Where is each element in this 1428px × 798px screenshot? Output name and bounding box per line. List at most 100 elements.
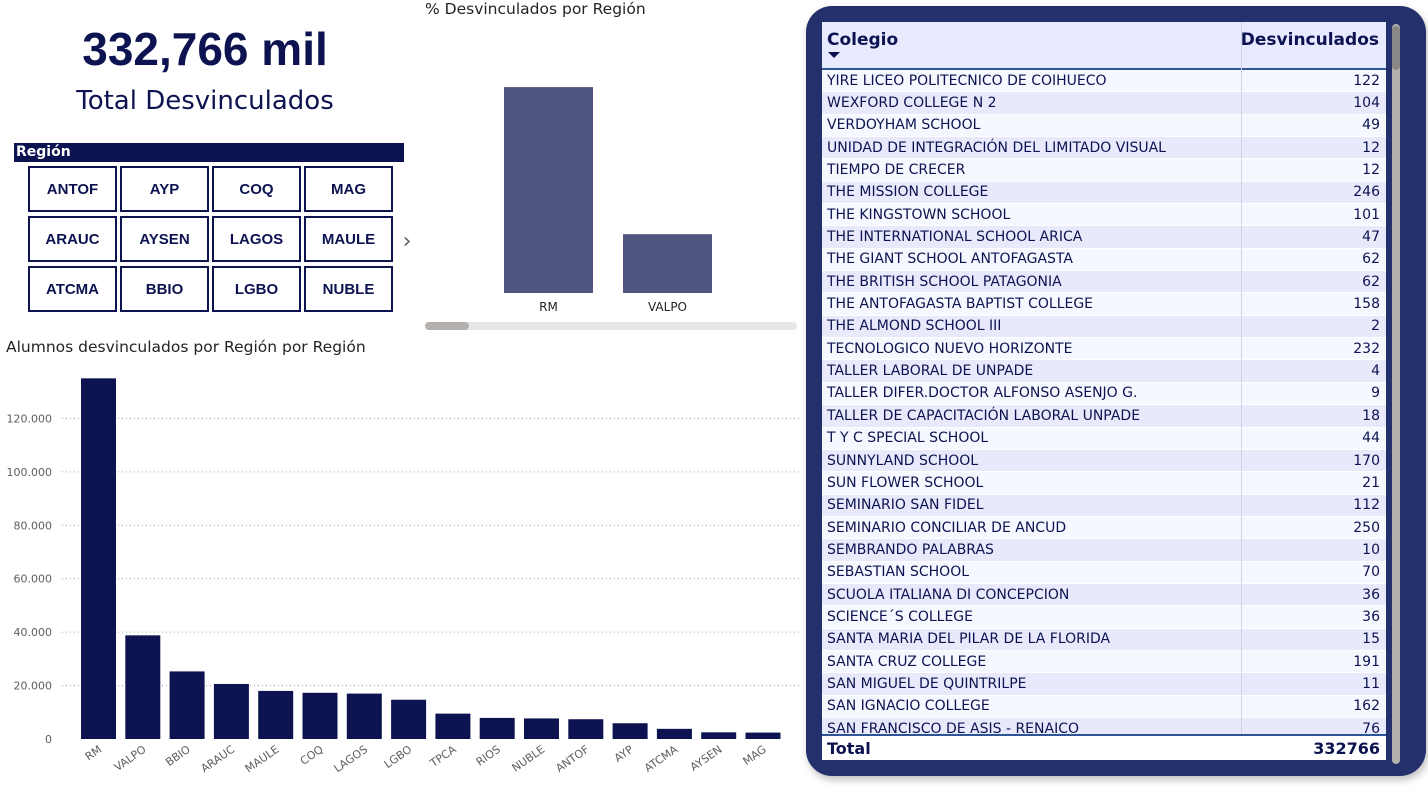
bar-coq[interactable] [302,692,338,739]
table-row[interactable]: YIRE LICEO POLITECNICO DE COIHUECO 122 [822,70,1386,93]
table-row[interactable]: THE MISSION COLLEGE 246 [822,181,1386,205]
bar-lgbo[interactable] [391,699,427,739]
slicer-button-bbio[interactable]: BBIO [120,266,209,312]
cell-colegio: TALLER LABORAL DE UNPADE [827,363,1034,380]
slicer-button-antof[interactable]: ANTOF [28,166,117,212]
table-row[interactable]: SEBASTIAN SCHOOL 70 [822,562,1386,584]
total-label: Total [827,739,871,758]
slicer-button-ayp[interactable]: AYP [120,166,209,212]
slicer-button-maule[interactable]: MAULE [304,216,393,262]
table-row[interactable]: UNIDAD DE INTEGRACIÓN DEL LIMITADO VISUA… [822,137,1386,160]
slicer-button-nuble[interactable]: NUBLE [304,266,393,312]
bar-antof[interactable] [568,719,604,739]
x-tick-label: COQ [298,743,326,768]
table-row[interactable]: TECNOLOGICO NUEVO HORIZONTE 232 [822,338,1386,361]
region-bar-chart: 0 20.000 40.000 60.000 80.000 100.000 120.000 R… [7,378,800,776]
table-body: YIRE LICEO POLITECNICO DE COIHUECO 122 WEX… [822,70,1386,741]
cell-desvinculados: 162 [1353,698,1380,715]
table-row[interactable]: TALLER DE CAPACITACIÓN LABORAL UNPADE 18 [822,405,1386,428]
table-row[interactable]: THE ANTOFAGASTA BAPTIST COLLEGE 158 [822,293,1386,316]
bar-rm[interactable] [81,378,116,739]
table-row[interactable]: SAN MIGUEL DE QUINTRILPE 11 [822,673,1386,696]
table-row[interactable]: THE ALMOND SCHOOL III 2 [822,315,1386,339]
cell-colegio: THE KINGSTOWN SCHOOL [827,206,1011,223]
cell-colegio: YIRE LICEO POLITECNICO DE COIHUECO [827,72,1107,89]
x-tick-label: MAG [740,743,768,768]
slicer-button-atcma[interactable]: ATCMA [28,266,117,312]
pct-chart-title: % Desvinculados por Región [425,0,646,18]
cell-colegio: T Y C SPECIAL SCHOOL [827,430,989,447]
pct-bar-valpo[interactable] [623,234,712,293]
bar-valpo[interactable] [125,635,161,739]
cell-colegio: VERDOYHAM SCHOOL [827,117,981,134]
table-row[interactable]: SEMINARIO CONCILIAR DE ANCUD 250 [822,517,1386,540]
bar-tpca[interactable] [435,713,471,739]
cell-desvinculados: 76 [1362,720,1380,737]
table-row[interactable]: SEMBRANDO PALABRAS 10 [822,539,1386,562]
slicer-button-coq[interactable]: COQ [212,166,301,212]
school-table: Colegio Desvinculados YIRE LICEO POLITEC… [822,22,1386,760]
bar-ayp[interactable] [612,723,648,739]
table-row[interactable]: TALLER DIFER.DOCTOR ALFONSO ASENJO G. 9 [822,383,1386,406]
table-row[interactable]: SCIENCE´S COLLEGE 36 [822,606,1386,629]
region-slicer: ANTOF AYP COQ MAG ARAUC AYSEN LAGOS MAULE ATCMA B… [28,166,393,312]
pct-bar-rm[interactable] [504,87,593,293]
table-row[interactable]: SUNNYLAND SCHOOL 170 [822,449,1386,473]
cell-desvinculados: 70 [1362,564,1380,581]
bar-arauc[interactable] [213,683,249,739]
slicer-button-aysen[interactable]: AYSEN [120,216,209,262]
cell-desvinculados: 36 [1362,586,1380,603]
table-row[interactable]: T Y C SPECIAL SCHOOL 44 [822,428,1386,450]
cell-desvinculados: 101 [1353,206,1380,223]
slicer-button-arauc[interactable]: ARAUC [28,216,117,262]
column-header-colegio[interactable]: Colegio [827,30,899,50]
cell-colegio: THE ALMOND SCHOOL III [827,318,1002,335]
horizontal-scrollbar[interactable] [425,322,797,330]
cell-colegio: SEMBRANDO PALABRAS [827,541,994,558]
table-row[interactable]: THE KINGSTOWN SCHOOL 101 [822,204,1386,227]
chevron-right-icon[interactable]: › [402,228,412,254]
table-row[interactable]: SANTA MARIA DEL PILAR DE LA FLORIDA 15 [822,628,1386,651]
table-row[interactable]: TIEMPO DE CRECER 12 [822,159,1386,182]
scrollbar-thumb-vertical[interactable] [1392,26,1400,70]
slicer-button-lagos[interactable]: LAGOS [212,216,301,262]
bar-lagos[interactable] [346,693,382,739]
cell-desvinculados: 191 [1353,653,1380,670]
cell-colegio: THE BRITISH SCHOOL PATAGONIA [827,273,1062,290]
cell-desvinculados: 36 [1362,608,1380,625]
cell-colegio: SANTA CRUZ COLLEGE [827,653,987,670]
slicer-button-lgbo[interactable]: LGBO [212,266,301,312]
table-row[interactable]: SCUOLA ITALIANA DI CONCEPCION 36 [822,583,1386,607]
table-row[interactable]: THE INTERNATIONAL SCHOOL ARICA 47 [822,226,1386,249]
cell-colegio: UNIDAD DE INTEGRACIÓN DEL LIMITADO VISUA… [827,139,1166,156]
table-row[interactable]: TALLER LABORAL DE UNPADE 4 [822,360,1386,383]
scrollbar-thumb[interactable] [425,322,469,330]
column-header-desvinculados[interactable]: Desvinculados [1240,30,1379,50]
bar-maule[interactable] [258,690,294,739]
bar-rios[interactable] [479,717,515,739]
table-row[interactable]: THE BRITISH SCHOOL PATAGONIA 62 [822,271,1386,294]
cell-desvinculados: 112 [1353,497,1380,514]
sort-descending-icon[interactable] [828,52,840,58]
x-tick-label: LAGOS [332,743,370,775]
table-row[interactable]: SUN FLOWER SCHOOL 21 [822,472,1386,495]
cell-colegio: THE MISSION COLLEGE [827,184,989,201]
bar-nuble[interactable] [524,718,559,739]
cell-desvinculados: 250 [1353,519,1380,536]
x-tick-label: MAULE [243,743,282,776]
table-row[interactable]: THE GIANT SCHOOL ANTOFAGASTA 62 [822,249,1386,272]
bar-bbio[interactable] [169,671,205,739]
slicer-button-mag[interactable]: MAG [304,166,393,212]
table-row[interactable]: SANTA CRUZ COLLEGE 191 [822,651,1386,674]
total-value: 332766 [1313,739,1380,758]
bar-atcma[interactable] [656,728,692,739]
table-row[interactable]: WEXFORD COLLEGE N 2 104 [822,92,1386,115]
table-row[interactable]: SAN IGNACIO COLLEGE 162 [822,696,1386,718]
vertical-scrollbar[interactable] [1390,24,1402,764]
bar-aysen[interactable] [701,732,737,739]
bar-mag[interactable] [745,732,781,739]
cell-colegio: SAN FRANCISCO DE ASIS - RENAICO [827,720,1079,737]
table-row[interactable]: VERDOYHAM SCHOOL 49 [822,115,1386,138]
table-row[interactable]: SEMINARIO SAN FIDEL 112 [822,494,1386,517]
y-tick-label: 100.000 [7,466,53,479]
